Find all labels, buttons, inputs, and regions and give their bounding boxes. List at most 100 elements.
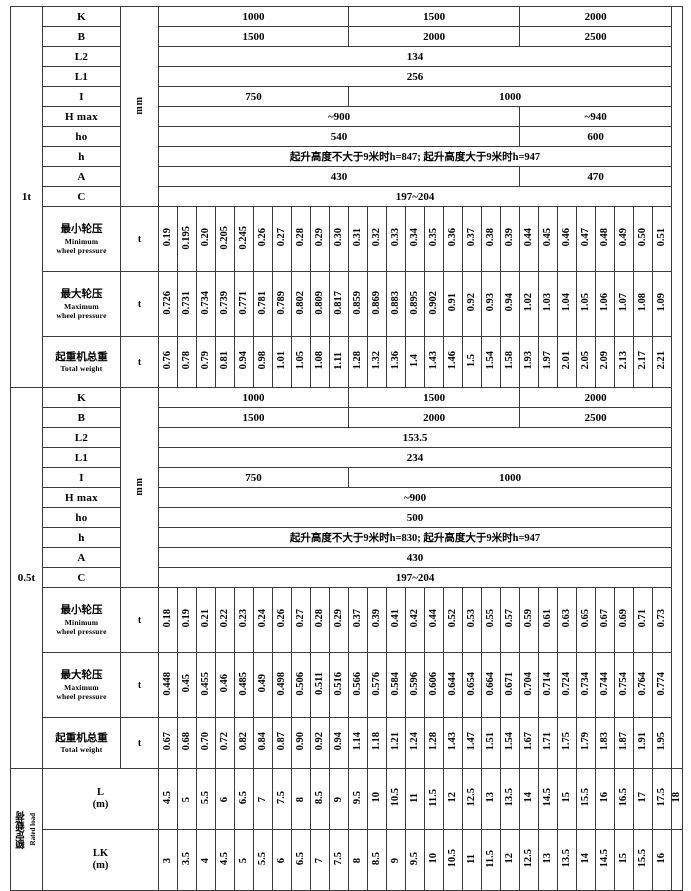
max-wheel-pressure-value: 0.455 bbox=[196, 652, 216, 718]
total-weight-value: 1.24 bbox=[405, 717, 426, 769]
dimension-value: 430 bbox=[157, 547, 673, 568]
dimension-symbol-h: h bbox=[42, 146, 121, 167]
min-wheel-pressure-value: 0.19 bbox=[177, 587, 197, 653]
rated-load-value: 5 bbox=[177, 768, 197, 830]
rated-load-value: 7.5 bbox=[328, 829, 350, 891]
total-weight-value: 2.09 bbox=[595, 336, 616, 388]
dimension-symbol-h: h bbox=[42, 527, 121, 548]
total-weight-value: 0.79 bbox=[196, 336, 216, 388]
max-wheel-pressure-value: 0.902 bbox=[424, 271, 445, 337]
total-weight-value: 0.87 bbox=[272, 717, 292, 769]
min-wheel-pressure-row: 最小轮压 Minimum wheel pressure t 0.18 0.19 0.21 0.… bbox=[11, 587, 683, 653]
rated-load-value: 11.5 bbox=[424, 768, 445, 830]
rated-load-value: 16.5 bbox=[614, 768, 635, 830]
rated-load-value: 11 bbox=[405, 768, 426, 830]
max-wheel-pressure-value: 0.704 bbox=[519, 652, 540, 718]
total-weight-value: 0.67 bbox=[158, 717, 178, 769]
rated-load-value: 8.5 bbox=[310, 768, 330, 830]
rated-load-value: 5.5 bbox=[253, 829, 273, 891]
dimension-symbol-b: B bbox=[42, 26, 121, 47]
rated-load-value: 13.5 bbox=[557, 829, 578, 891]
dimension-note: 起升高度不大于9米时h=830; 起升高度大于9米时h=947 bbox=[157, 527, 673, 548]
total-weight-value: 1.43 bbox=[424, 336, 445, 388]
dimension-row: I 750 1000 bbox=[11, 86, 683, 107]
min-wheel-pressure-value: 0.21 bbox=[196, 587, 216, 653]
total-weight-value: 1.83 bbox=[595, 717, 616, 769]
max-wheel-pressure-value: 1.03 bbox=[538, 271, 559, 337]
min-wheel-pressure-value: 0.32 bbox=[367, 206, 388, 272]
total-weight-value: 0.84 bbox=[253, 717, 273, 769]
dimension-row: I 750 1000 bbox=[11, 467, 683, 488]
min-wheel-pressure-value: 0.195 bbox=[177, 206, 197, 272]
dimension-value: 1000 bbox=[157, 6, 350, 27]
min-wheel-pressure-value: 0.53 bbox=[462, 587, 483, 653]
min-wheel-pressure-value: 0.205 bbox=[215, 206, 235, 272]
min-wheel-pressure-value: 0.63 bbox=[557, 587, 578, 653]
dimension-value: ~940 bbox=[519, 106, 673, 127]
min-wheel-pressure-value: 0.27 bbox=[272, 206, 292, 272]
dimension-value: 1500 bbox=[157, 407, 350, 428]
rated-load-value: 7 bbox=[253, 768, 273, 830]
max-wheel-pressure-value: 0.91 bbox=[443, 271, 464, 337]
min-wheel-pressure-value: 0.44 bbox=[424, 587, 445, 653]
dimension-symbol-l2: L2 bbox=[42, 46, 121, 67]
max-wheel-pressure-unit: t bbox=[120, 652, 159, 718]
dimension-value: 197~204 bbox=[157, 186, 673, 207]
dimension-symbol-k: K bbox=[42, 6, 121, 27]
dimension-value: ~900 bbox=[157, 106, 521, 127]
total-weight-row: 起重机总重 Total weight t 0.76 0.78 0.79 0.81 0.94 0.… bbox=[11, 336, 683, 388]
max-wheel-pressure-row: 最大轮压 Maximum wheel pressure t 0.448 0.45 0.455… bbox=[11, 652, 683, 718]
unit-label-mm: mm bbox=[120, 6, 159, 207]
dimension-symbol-l1: L1 bbox=[42, 66, 121, 87]
total-weight-label: 起重机总重 Total weight bbox=[42, 717, 121, 769]
min-wheel-pressure-value: 0.47 bbox=[576, 206, 597, 272]
max-wheel-pressure-value: 0.802 bbox=[291, 271, 311, 337]
dimension-row: h 起升高度不大于9米时h=830; 起升高度大于9米时h=947 bbox=[11, 527, 683, 548]
total-weight-value: 1.21 bbox=[386, 717, 407, 769]
rated-load-value: 14 bbox=[519, 768, 540, 830]
dimension-value: 750 bbox=[157, 86, 350, 107]
rated-load-value: 13 bbox=[538, 829, 559, 891]
max-wheel-pressure-value: 0.511 bbox=[310, 652, 330, 718]
rated-load-value: 10.5 bbox=[386, 768, 407, 830]
min-wheel-pressure-row: 最小轮压 Minimum wheel pressure t 0.19 0.195 0.20 0… bbox=[11, 206, 683, 272]
rated-load-value: 13.5 bbox=[500, 768, 521, 830]
dimension-value: ~900 bbox=[157, 487, 673, 508]
dimension-row: C 197~204 bbox=[11, 186, 683, 207]
dimension-row: C 197~204 bbox=[11, 567, 683, 588]
dimension-value: 2000 bbox=[519, 387, 673, 408]
rated-load-value: 8 bbox=[291, 768, 311, 830]
dimension-symbol-b: B bbox=[42, 407, 121, 428]
total-weight-value: 1.05 bbox=[291, 336, 311, 388]
max-wheel-pressure-value: 0.869 bbox=[367, 271, 388, 337]
min-wheel-pressure-value: 0.50 bbox=[633, 206, 654, 272]
rated-load-value: 10.5 bbox=[443, 829, 464, 891]
min-wheel-pressure-value: 0.59 bbox=[519, 587, 540, 653]
total-weight-value: 2.17 bbox=[633, 336, 654, 388]
max-wheel-pressure-value: 0.94 bbox=[500, 271, 521, 337]
load-capacity-label-1t: 1t bbox=[10, 6, 43, 388]
unit-label-mm: mm bbox=[120, 387, 159, 588]
dimension-row: ho 500 bbox=[11, 507, 683, 528]
dimension-symbol-a: A bbox=[42, 166, 121, 187]
total-weight-row: 起重机总重 Total weight t 0.67 0.68 0.70 0.72 0.82 0.… bbox=[11, 717, 683, 769]
dimension-row: ho 540 600 bbox=[11, 126, 683, 147]
max-wheel-pressure-value: 0.664 bbox=[481, 652, 502, 718]
dimension-row: B 1500 2000 2500 bbox=[11, 26, 683, 47]
load-capacity-label-0.5t: 0.5t bbox=[10, 387, 43, 769]
total-weight-value: 0.94 bbox=[328, 717, 350, 769]
total-weight-value: 0.78 bbox=[177, 336, 197, 388]
max-wheel-pressure-label: 最大轮压 Maximum wheel pressure bbox=[42, 271, 121, 337]
rated-load-value: 3 bbox=[158, 829, 178, 891]
rated-load-value: 15.5 bbox=[576, 768, 597, 830]
total-weight-value: 0.72 bbox=[215, 717, 235, 769]
dimension-value: 1000 bbox=[157, 387, 350, 408]
dimension-row: h 起升高度不大于9米时h=847; 起升高度大于9米时h=947 bbox=[11, 146, 683, 167]
rated-load-value: 6 bbox=[215, 768, 235, 830]
max-wheel-pressure-value: 0.895 bbox=[405, 271, 426, 337]
total-weight-value: 1.08 bbox=[310, 336, 330, 388]
max-wheel-pressure-value: 0.92 bbox=[462, 271, 483, 337]
max-wheel-pressure-value: 0.448 bbox=[158, 652, 178, 718]
rated-load-value: 7 bbox=[310, 829, 330, 891]
